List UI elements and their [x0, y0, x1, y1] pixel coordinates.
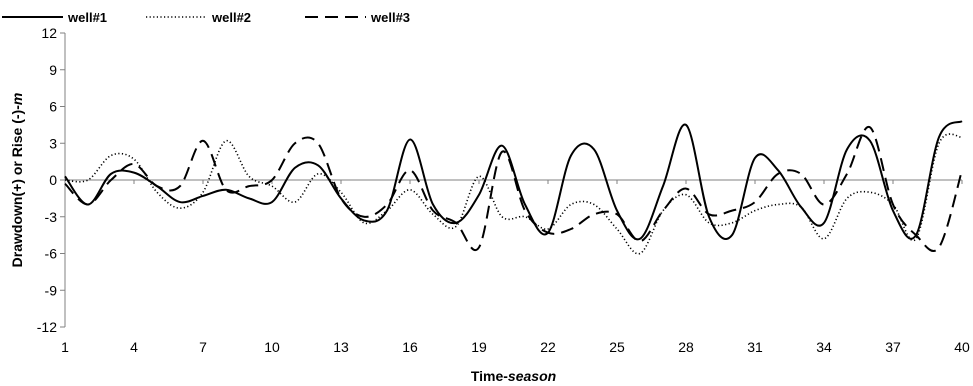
x-tick-label: 37	[885, 339, 901, 355]
y-tick-label: 9	[49, 62, 57, 78]
legend-label-well2: well#2	[211, 10, 251, 25]
x-tick-label: 4	[130, 339, 138, 355]
x-tick-label: 28	[678, 339, 694, 355]
y-axis-title: Drawdown(+) or Rise (-)-m	[9, 93, 25, 268]
x-tick-label: 19	[471, 339, 487, 355]
chart-axes: 12 9 6 3 0 -3 -6 -9 -121 4 7 10 13 16 19 22 25 28 31 34 37 40	[37, 25, 970, 355]
y-tick-label: 6	[49, 99, 57, 115]
x-tick-label: 10	[264, 339, 280, 355]
x-tick-label: 25	[609, 339, 625, 355]
x-tick-label: 16	[402, 339, 418, 355]
y-axis-title-emph: m	[9, 93, 25, 105]
x-axis-title-prefix: Time-	[471, 368, 508, 384]
y-tick-label: -3	[45, 209, 58, 225]
series-line-well3	[64, 126, 963, 252]
chart-legend: well#1 well#2 well#3	[2, 10, 410, 25]
y-tick-label: 3	[49, 135, 57, 151]
y-tick-label: 0	[49, 172, 57, 188]
x-axis-title: Time-season	[471, 368, 556, 384]
y-tick-label: -6	[45, 246, 58, 262]
series-layer	[64, 120, 963, 255]
y-axis-title-prefix: Drawdown(+) or Rise (-)-	[9, 105, 25, 268]
y-tick-label: 12	[41, 25, 57, 41]
x-tick-label: 1	[61, 339, 69, 355]
x-tick-label: 31	[747, 339, 763, 355]
legend-label-well1: well#1	[67, 10, 107, 25]
x-axis-title-emph: season	[508, 368, 556, 384]
series-line-well1	[64, 120, 963, 241]
x-tick-label: 13	[333, 339, 349, 355]
y-tick-label: -9	[45, 282, 58, 298]
x-tick-label: 34	[816, 339, 832, 355]
legend-label-well3: well#3	[370, 10, 410, 25]
y-tick-label: -12	[37, 319, 57, 335]
x-tick-label: 22	[540, 339, 556, 355]
x-tick-label: 7	[199, 339, 207, 355]
x-tick-label: 40	[954, 339, 970, 355]
series-line-well2	[64, 133, 963, 255]
